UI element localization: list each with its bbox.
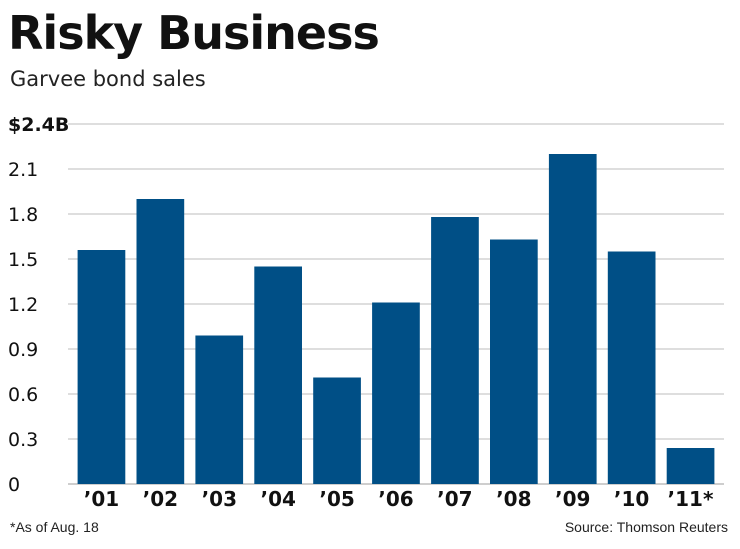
x-tick-label: ’07 [437,487,472,511]
y-tick-label: 1.8 [8,204,38,226]
bar [666,448,715,484]
x-tick-label: ’03 [202,487,237,511]
y-tick-label: 1.2 [8,294,38,316]
bar [607,251,656,484]
x-tick-label: ’05 [319,487,354,511]
x-tick-label: ’10 [614,487,649,511]
bars [77,154,715,484]
x-tick-label: ’06 [378,487,413,511]
chart-subtitle: Garvee bond sales [10,67,206,91]
x-tick-label: ’08 [496,487,531,511]
y-tick-label: 0.9 [8,339,38,361]
bar [372,302,420,484]
bar [313,377,361,484]
x-tick-label: ’01 [84,487,119,511]
y-tick-label: 1.5 [8,249,38,271]
x-tick-label: ’02 [143,487,178,511]
x-axis-ticks: ’01 ’02 ’03 ’04 ’05 ’06 ’07 ’08 ’09 ’10 ’11* [84,487,714,511]
source-credit: Source: Thomson Reuters [564,519,728,535]
chart-title: Risky Business [8,6,380,60]
y-tick-label: 0 [8,474,20,496]
bar [548,154,597,484]
y-axis-ticks: 0 0.3 0.6 0.9 1.2 1.5 1.8 2.1 $2.4B [8,114,69,496]
bar [490,239,538,484]
footnote: *As of Aug. 18 [10,519,99,535]
bar [136,199,185,484]
bar [431,217,479,484]
y-tick-label: $2.4B [8,114,69,136]
bar [254,266,302,484]
y-tick-label: 2.1 [8,159,38,181]
x-tick-label: ’11* [668,487,714,511]
bar [195,335,244,484]
y-tick-label: 0.3 [8,429,38,451]
y-tick-label: 0.6 [8,384,38,406]
x-tick-label: ’04 [260,487,295,511]
bar [77,250,126,484]
x-tick-label: ’09 [555,487,590,511]
